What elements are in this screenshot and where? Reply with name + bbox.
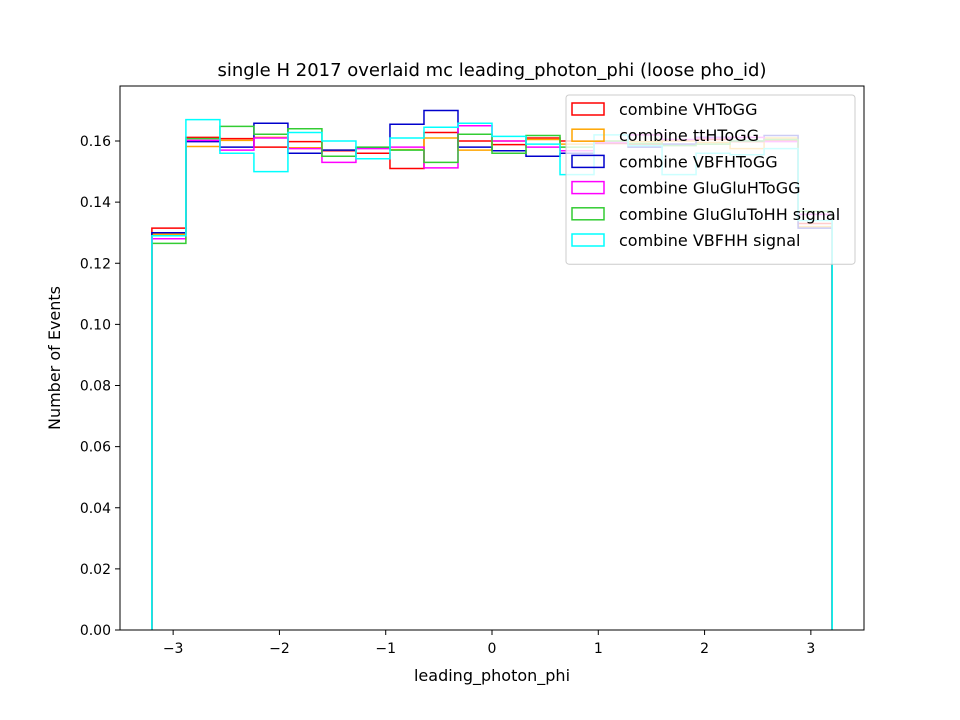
y-tick-label: 0.04 <box>80 501 111 517</box>
legend-label: combine VBFHToGG <box>619 152 778 171</box>
legend-swatch <box>571 154 605 169</box>
chart-title: single H 2017 overlaid mc leading_photon… <box>217 60 766 81</box>
y-tick-label: 0.10 <box>80 317 111 333</box>
y-tick-label: 0.12 <box>80 256 111 272</box>
y-tick-label: 0.00 <box>80 623 111 639</box>
x-tick-label: −1 <box>375 641 396 657</box>
x-tick-label: −3 <box>163 641 184 657</box>
x-tick-label: 2 <box>700 641 709 657</box>
x-tick-label: 0 <box>488 641 497 657</box>
y-axis-label: Number of Events <box>45 286 64 430</box>
legend-swatch <box>571 180 605 195</box>
x-tick-label: −2 <box>269 641 290 657</box>
y-tick-label: 0.02 <box>80 562 111 578</box>
legend-swatch <box>571 128 605 142</box>
legend-label: combine VBFHH signal <box>619 231 800 250</box>
legend-box <box>565 94 856 265</box>
legend-swatch <box>571 207 605 221</box>
legend-swatch <box>571 233 605 247</box>
legend-label: combine ttHToGG <box>619 126 759 145</box>
legend-label: combine VHToGG <box>619 100 757 119</box>
legend-label: combine GluGluHToGG <box>619 179 800 198</box>
y-tick-label: 0.08 <box>80 379 111 395</box>
x-axis-label: leading_photon_phi <box>414 666 570 686</box>
y-tick-label: 0.06 <box>80 440 111 456</box>
y-tick-label: 0.16 <box>80 134 111 150</box>
y-tick-label: 0.14 <box>80 195 111 211</box>
legend: combine VHToGG combine ttHToGG combine VBF… <box>565 94 856 265</box>
legend-swatch <box>571 102 605 116</box>
x-tick-label: 3 <box>806 641 815 657</box>
x-tick-label: 1 <box>594 641 603 657</box>
axis-ticks: −3 −2 −1 0 1 2 3 0.00 0.02 0.04 0.06 0.08 0.10 0.12 0.… <box>80 134 815 657</box>
legend-label: combine GluGluToHH signal <box>619 205 840 224</box>
